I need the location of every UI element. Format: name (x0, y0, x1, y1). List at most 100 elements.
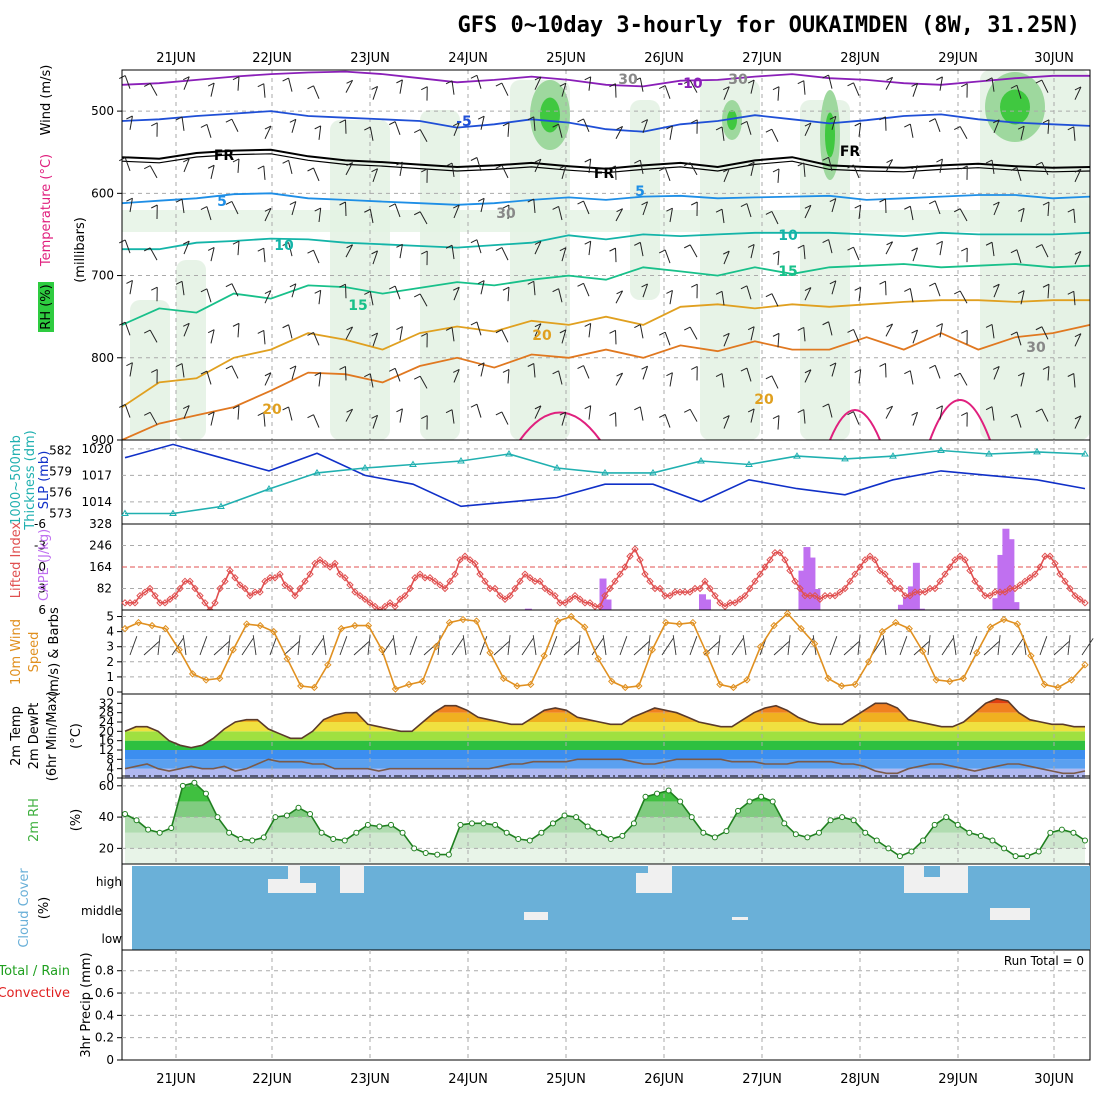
lifted-line-point (1011, 584, 1019, 593)
lifted-line-point (501, 595, 509, 603)
wind-barb-flag (371, 414, 378, 419)
isotherm--10 (121, 70, 1090, 88)
wind-barb (639, 406, 644, 421)
thickness-tick: 579 (49, 465, 72, 479)
wind-barb (149, 83, 158, 96)
wind-barb-flag (502, 122, 510, 127)
lifted-line-point (706, 584, 714, 593)
lifted-line-point (281, 581, 289, 589)
thickness-tick: 573 (49, 507, 72, 521)
panel-label: (6hr Min/Max) (45, 691, 60, 781)
wind-line-point (188, 670, 197, 678)
wind-barb-flag (175, 280, 183, 285)
wind-barb (181, 199, 185, 214)
wind-barb-flag (666, 289, 673, 294)
cape-bar (917, 608, 925, 610)
thickness-line-point (841, 454, 849, 462)
wind-barb-flag (641, 283, 648, 288)
rh-line-point (538, 829, 545, 836)
wind-barb-flag (175, 363, 183, 368)
wind-barb-flag (527, 116, 535, 121)
wind-barb (853, 247, 860, 261)
thickness-line-point (361, 464, 369, 471)
wind-line-point (675, 620, 684, 628)
lifted-line-point (246, 591, 254, 600)
wind-barb (803, 327, 806, 342)
rh-line-point (1001, 845, 1008, 852)
wind-barb-flag (1017, 207, 1025, 212)
wind-barb (746, 367, 752, 382)
wind-barb-flag (396, 326, 403, 330)
cloud-cover-panel: high middle low (81, 863, 1091, 951)
wind-barb (828, 157, 833, 172)
wind-barb (399, 326, 403, 341)
wind-barb-flag (264, 290, 272, 294)
wind-barb (1074, 333, 1082, 347)
wind-line-point (134, 618, 143, 627)
wind-barb-flag (936, 158, 943, 163)
wind-barb (480, 280, 485, 295)
wind-barb (1016, 331, 1022, 346)
wind-barb-flag (225, 283, 233, 288)
wind-barb-flag (715, 290, 723, 295)
wind-barb (721, 373, 725, 388)
lifted-line-point (956, 552, 964, 560)
wind-barb-flag (886, 76, 893, 81)
lifted-line-point (921, 588, 929, 596)
wind-barb-flag (879, 280, 886, 285)
isotherm-20 (121, 299, 1090, 408)
upper-wind-barbs (118, 74, 1082, 430)
wind-barb (369, 291, 374, 306)
lifted-line-point (951, 556, 959, 564)
lifted-line-point (671, 588, 679, 596)
wind-barb-flag (527, 198, 535, 203)
wind-barb-flag (577, 200, 584, 205)
wind-barb-flag (151, 204, 158, 209)
wind-barb-flag (747, 79, 755, 84)
wind-barb (394, 121, 401, 135)
wind-barb-flag (634, 324, 641, 329)
lifted-line-point (806, 591, 814, 600)
wind-barb-flag (1067, 290, 1075, 295)
tick-label: 8 (106, 752, 114, 766)
wind-barb-flag (847, 411, 854, 416)
wind-barb (313, 85, 320, 99)
rh-line-point (318, 829, 325, 836)
lifted-line-point (746, 584, 754, 593)
wind10-barb (787, 635, 791, 656)
lifted-line-point (1021, 577, 1029, 586)
wind-barb (803, 162, 806, 177)
lifted-line-point (201, 599, 209, 607)
wind-barb (1016, 85, 1022, 99)
wind-barb-flag (691, 201, 698, 206)
lifted-line-point (756, 570, 764, 578)
lifted-line-point (801, 591, 809, 600)
wind-barb-flag (829, 115, 837, 120)
wind10-barb (479, 636, 488, 656)
wind-barb-flag (207, 164, 215, 169)
lifted-line-point (416, 570, 424, 578)
contour-label: FR (840, 144, 861, 160)
wind-barb (476, 75, 482, 89)
wind-barb (959, 126, 968, 140)
wind-barb (885, 241, 894, 255)
lifted-line-point (831, 591, 839, 600)
wind-barb (939, 405, 943, 420)
wind-barb-flag (822, 74, 829, 79)
wind-barb-flag (264, 207, 272, 212)
lifted-line-point (1031, 570, 1039, 578)
wind10-barb (591, 638, 604, 656)
lifted-line-point (691, 584, 699, 593)
wind-barb-flag (993, 119, 1000, 124)
wind-barb (453, 369, 460, 383)
wind-barb-flag (641, 201, 648, 206)
wind-barb (124, 157, 131, 172)
wind-barb (991, 242, 995, 257)
rh-plume (330, 120, 390, 440)
lifted-line-point (621, 563, 629, 571)
wind-line-point (635, 682, 643, 690)
date-label-top: 23JUN (350, 51, 390, 66)
wind-barb-flag (691, 365, 698, 370)
wind-barb (723, 333, 730, 347)
lifted-line-point (701, 577, 709, 586)
